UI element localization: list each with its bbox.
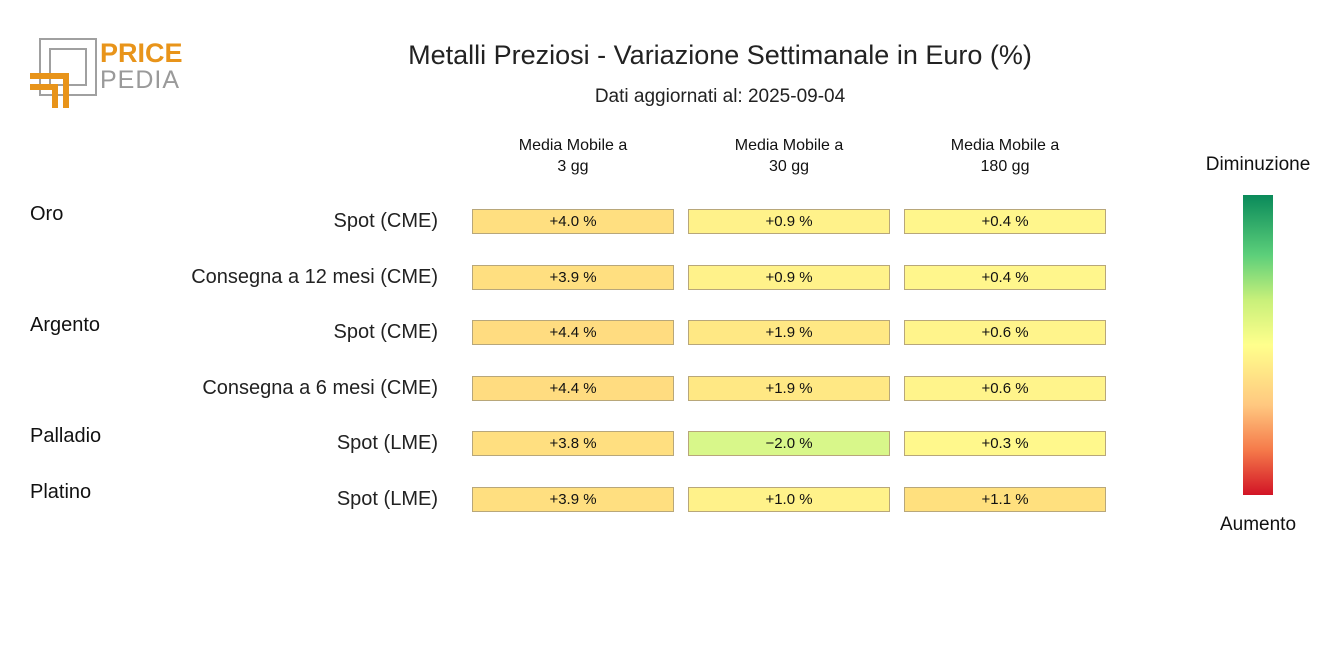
heatmap-cell: −2.0 % <box>688 431 890 457</box>
heatmap-cell: +0.9 % <box>688 264 890 290</box>
logo-mark-icon <box>30 38 97 108</box>
heatmap-cell: +3.8 % <box>472 431 674 457</box>
legend-label-increase: Aumento <box>1219 514 1297 535</box>
logo-word-price: PRICE <box>100 38 183 68</box>
column-header-line1: Media Mobile a <box>518 137 628 154</box>
heatmap-cell: +4.0 % <box>472 209 674 234</box>
group-label: Platino <box>30 481 92 503</box>
column-header-3gg: Media Mobile a 3 gg <box>472 135 674 177</box>
legend-label-decrease: Diminuzione <box>1205 154 1311 175</box>
row-label: Spot (CME) <box>333 321 438 344</box>
heatmap-cell: +0.3 % <box>904 431 1106 457</box>
column-header-line2: 30 gg <box>768 158 810 175</box>
row-label: Spot (CME) <box>333 210 438 232</box>
heatmap-cell: +1.0 % <box>688 487 890 512</box>
color-scale-bar <box>1243 195 1273 495</box>
column-header-180gg: Media Mobile a 180 gg <box>904 135 1106 177</box>
chart-title: Metalli Preziosi - Variazione Settimanal… <box>408 40 1032 70</box>
heatmap-cell: +1.9 % <box>688 320 890 346</box>
row-label: Consegna a 12 mesi (CME) <box>191 265 438 288</box>
heatmap-cell: +1.9 % <box>688 375 890 401</box>
heatmap-cell: +3.9 % <box>472 264 674 290</box>
group-label: Argento <box>30 314 101 337</box>
group-label: Oro <box>30 203 64 225</box>
column-header-line2: 3 gg <box>557 158 589 175</box>
group-label: Palladio <box>30 425 102 448</box>
heatmap-cell: +4.4 % <box>472 320 674 346</box>
heatmap-cell: +0.9 % <box>688 209 890 234</box>
heatmap-cell: +4.4 % <box>472 375 674 401</box>
heatmap-cell: +0.4 % <box>904 264 1106 290</box>
heatmap-cell: +3.9 % <box>472 487 674 512</box>
heatmap-cell: +0.6 % <box>904 375 1106 401</box>
row-label: Spot (LME) <box>336 432 438 455</box>
column-header-30gg: Media Mobile a 30 gg <box>688 135 890 177</box>
column-header-line1: Media Mobile a <box>950 137 1060 154</box>
logo-word-pedia: PEDIA <box>100 66 181 94</box>
column-header-line2: 180 gg <box>980 158 1030 175</box>
heatmap-cell: +1.1 % <box>904 487 1106 512</box>
pricepedia-logo: PRICE PEDIA <box>28 36 188 112</box>
chart-subtitle: Dati aggiornati al: 2025-09-04 <box>594 86 846 107</box>
column-header-line1: Media Mobile a <box>734 137 844 154</box>
row-label: Spot (LME) <box>336 488 438 510</box>
heatmap-cell: +0.4 % <box>904 209 1106 234</box>
heatmap-cell: +0.6 % <box>904 320 1106 346</box>
row-label: Consegna a 6 mesi (CME) <box>202 376 438 399</box>
